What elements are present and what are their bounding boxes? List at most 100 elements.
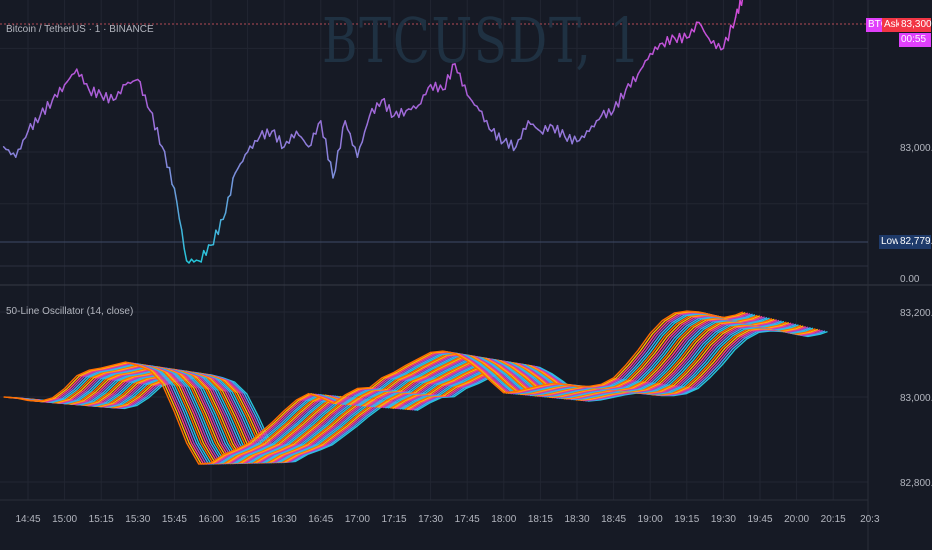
price-segment — [163, 150, 168, 169]
time-tick-label: 15:45 — [162, 514, 187, 525]
price-segment — [168, 166, 173, 186]
price-segment — [510, 139, 515, 152]
price-segment — [295, 130, 300, 136]
time-tick-label: 19:45 — [747, 514, 772, 525]
price-segment — [437, 84, 442, 93]
ask-tag: Ask — [882, 18, 903, 32]
price-segment — [568, 133, 573, 145]
time-tick-label: 20:3 — [860, 514, 880, 525]
time-tick-label: 18:30 — [564, 514, 589, 525]
time-tick-label: 18:15 — [528, 514, 553, 525]
price-segment — [656, 43, 661, 51]
price-segment — [561, 129, 566, 138]
price-segment — [681, 32, 686, 44]
price-segment — [354, 146, 359, 158]
price-segment — [229, 177, 234, 196]
price-segment — [583, 130, 588, 139]
price-segment — [144, 94, 149, 108]
price-segment — [366, 114, 371, 125]
price-segment — [310, 132, 315, 146]
time-tick-label: 16:45 — [308, 514, 333, 525]
price-segment — [288, 133, 293, 144]
price-segment — [693, 21, 698, 33]
price-tick-label: 83,000.00 — [900, 143, 932, 154]
price-segment — [471, 100, 476, 106]
price-segment — [266, 128, 271, 137]
price-segment — [302, 139, 307, 146]
time-tick-label: 15:15 — [89, 514, 114, 525]
price-segment — [76, 68, 80, 78]
low-price-tag: 82,779.62 — [898, 235, 932, 249]
price-segment — [424, 86, 429, 96]
price-segment — [205, 244, 210, 256]
price-segment — [156, 126, 161, 145]
price-segment — [717, 42, 722, 51]
price-segment — [356, 146, 361, 158]
oscillator-tick-label: 83,000.00 — [900, 393, 932, 404]
price-segment — [617, 92, 622, 108]
time-tick-label: 15:30 — [125, 514, 150, 525]
oscillator-line — [3, 310, 744, 465]
price-segment — [346, 128, 351, 135]
price-segment — [481, 110, 486, 123]
price-segment — [237, 163, 242, 170]
indicator-title[interactable]: 50-Line Oscillator (14, close) — [6, 306, 134, 317]
time-tick-label: 16:15 — [235, 514, 260, 525]
price-segment — [68, 73, 73, 80]
price-segment — [359, 141, 364, 148]
price-segment — [95, 89, 100, 99]
price-segment — [183, 247, 188, 262]
time-tick-label: 20:15 — [821, 514, 846, 525]
price-segment — [459, 72, 464, 87]
price-segment — [700, 25, 705, 32]
price-segment — [542, 125, 547, 135]
price-segment — [708, 37, 712, 44]
time-axis-background[interactable] — [0, 500, 932, 550]
time-tick-label: 18:00 — [491, 514, 516, 525]
price-segment — [224, 196, 229, 214]
price-segment — [232, 171, 237, 179]
price-segment — [588, 125, 593, 133]
price-segment — [688, 28, 693, 38]
price-segment — [668, 34, 673, 46]
price-segment — [573, 135, 578, 143]
price-axis-background[interactable] — [868, 0, 932, 550]
price-segment — [505, 137, 510, 149]
time-tick-label: 15:00 — [52, 514, 77, 525]
price-segment — [256, 135, 261, 142]
price-segment — [212, 229, 217, 246]
price-segment — [400, 107, 405, 117]
price-segment — [363, 123, 368, 133]
price-segment — [283, 140, 288, 148]
price-segment — [476, 105, 481, 112]
low-tag: Low — [879, 235, 902, 249]
price-segment — [61, 83, 66, 93]
price-segment — [712, 40, 717, 50]
price-segment — [85, 83, 90, 91]
symbol-title[interactable]: Bitcoin / TetherUS · 1 · BINANCE — [6, 24, 154, 35]
price-segment — [610, 109, 615, 116]
price-segment — [217, 219, 222, 236]
price-segment — [571, 135, 576, 145]
price-segment — [246, 145, 251, 153]
price-segment — [44, 101, 49, 115]
time-tick-label: 17:15 — [381, 514, 406, 525]
price-segment — [7, 149, 12, 156]
price-segment — [241, 153, 246, 163]
price-segment — [176, 201, 181, 220]
price-segment — [349, 132, 354, 146]
price-segment — [32, 117, 37, 131]
axis-labels: 14:45 15:00 15:15 15:30 15:45 16:00 16:15 16:30… — [15, 308, 932, 525]
price-segment — [315, 123, 320, 135]
time-tick-label: 19:30 — [711, 514, 736, 525]
price-segment — [161, 146, 166, 153]
price-segment — [525, 120, 529, 130]
price-segment — [115, 90, 120, 100]
price-segment — [251, 139, 256, 149]
symbol-watermark: BTCUSDT, 1 — [322, 4, 642, 77]
time-tick-label: 19:15 — [674, 514, 699, 525]
price-segment — [634, 73, 639, 83]
price-segment — [80, 73, 85, 85]
price-segment — [151, 112, 156, 131]
